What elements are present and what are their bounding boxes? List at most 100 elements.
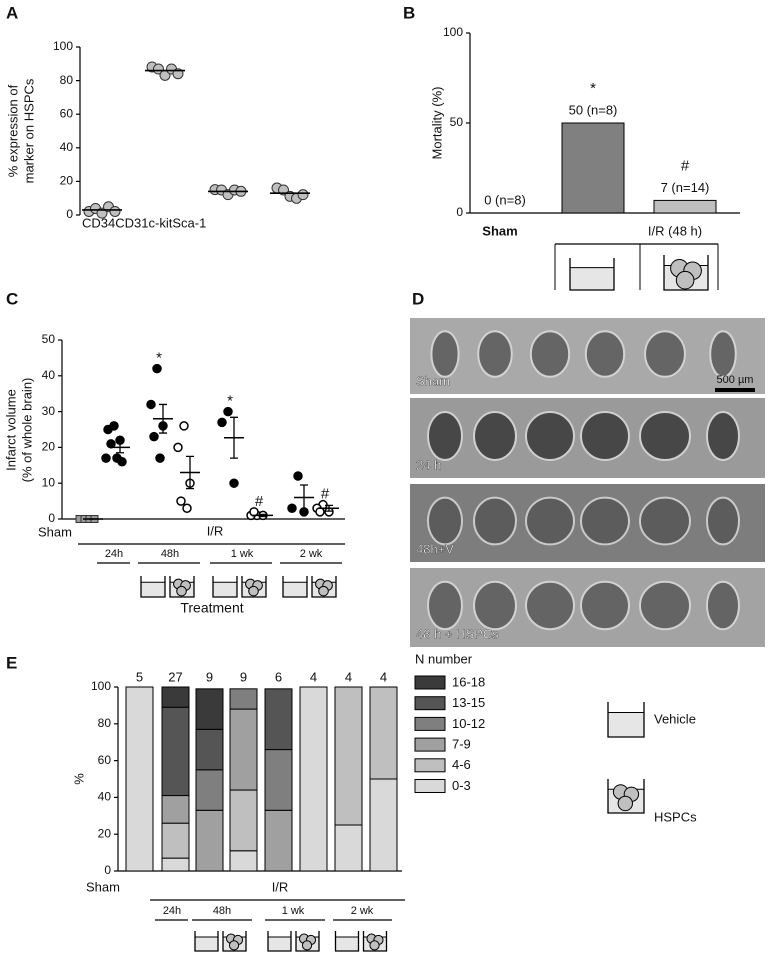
- group-label: I/R (48 h): [648, 223, 702, 238]
- y-tick-label: 50: [450, 115, 464, 129]
- data-point: [223, 406, 233, 417]
- bar-segment: [161, 686, 190, 708]
- y-tick-label: 20: [98, 826, 112, 840]
- x-tick-label: Sca-1: [172, 215, 206, 230]
- y-axis-label: Mortality (%): [429, 87, 444, 160]
- bar-segment: [229, 789, 258, 852]
- image-label: Sham: [416, 373, 450, 388]
- beaker-fill: [335, 937, 359, 951]
- data-point: [179, 421, 189, 431]
- bar-segment: [229, 708, 258, 791]
- y-tick-label: 40: [98, 790, 112, 804]
- panel-label: C: [6, 289, 18, 308]
- bar-segment: [264, 749, 293, 811]
- group-label: I/R: [272, 879, 289, 894]
- legend-label: HSPCs: [654, 809, 697, 824]
- beaker: [334, 931, 360, 952]
- y-tick-label: 100: [53, 39, 73, 53]
- x-tick-label: Sham: [482, 223, 517, 238]
- time-label: 1 wk: [282, 905, 305, 917]
- brain-slice: [525, 411, 575, 461]
- brain-slice: [473, 411, 517, 461]
- data-point: [176, 496, 186, 506]
- brain-slice: [473, 496, 517, 546]
- panel-label: D: [412, 289, 424, 308]
- beaker: [569, 258, 615, 291]
- y-axis-label: (% of whole brain): [19, 378, 34, 483]
- brain-slice: [430, 330, 460, 378]
- y-tick-label: 100: [91, 679, 111, 693]
- n-label: 5: [136, 669, 143, 684]
- y-axis-label: % expression of: [5, 84, 20, 177]
- image-label: 48 h + HSPCs: [416, 626, 499, 641]
- value-label: 7 (n=14): [661, 180, 710, 195]
- legend-label: 7-9: [452, 737, 471, 752]
- beaker: [607, 702, 645, 738]
- bar: [653, 199, 717, 214]
- panel-label: E: [6, 653, 17, 672]
- brain-slice: [580, 580, 630, 631]
- bar-segment: [161, 706, 190, 797]
- beaker: [295, 931, 320, 952]
- beaker: [140, 576, 166, 598]
- brain-slice: [709, 330, 737, 378]
- error-bar: [186, 455, 194, 490]
- beaker: [169, 576, 195, 598]
- data-point: [287, 503, 297, 514]
- data-point: [103, 424, 113, 435]
- bar-segment: [161, 857, 190, 872]
- panel-label: B: [403, 3, 415, 22]
- x-label: Sham: [86, 879, 120, 894]
- data-point: [109, 205, 121, 217]
- beaker-fill: [213, 582, 237, 597]
- beaker: [194, 931, 219, 952]
- legend-swatch: [414, 696, 446, 711]
- data-point: [106, 439, 116, 449]
- brain-slice: [427, 411, 463, 461]
- brain-slice: [706, 411, 740, 461]
- data-point: [117, 456, 127, 467]
- cell-icon: [176, 585, 187, 597]
- cell-icon: [228, 940, 240, 951]
- annotation: *: [590, 80, 596, 97]
- bar-segment: [264, 809, 293, 872]
- data-point: [146, 399, 156, 410]
- data-point: [297, 189, 309, 201]
- data-point: [153, 63, 164, 75]
- bar-segment: [334, 686, 363, 826]
- bar-segment: [161, 822, 190, 859]
- y-axis-label: Infarct volume: [3, 389, 18, 471]
- y-axis-label: %: [71, 773, 86, 785]
- legend-label: 16-18: [452, 674, 485, 689]
- x-axis-label: Treatment: [180, 600, 243, 616]
- y-tick-label: 80: [60, 73, 74, 87]
- data-point: [315, 507, 325, 517]
- beaker-fill: [141, 582, 165, 597]
- brain-slice: [706, 496, 740, 546]
- cell-icon: [675, 270, 695, 290]
- legend-label: Vehicle: [654, 711, 696, 726]
- y-tick-label: 0: [104, 863, 111, 877]
- beaker: [222, 931, 247, 952]
- bar-segment: [264, 688, 293, 751]
- bar-segment: [369, 686, 398, 780]
- error-bar: [230, 416, 238, 459]
- time-label: 24h: [105, 548, 123, 560]
- bar-segment: [195, 688, 224, 730]
- bar: [561, 122, 625, 214]
- y-tick-label: 60: [98, 753, 112, 767]
- bar-segment: [229, 688, 258, 710]
- legend-label: 13-15: [452, 695, 485, 710]
- y-tick-label: 30: [42, 404, 56, 418]
- error-bar: [325, 504, 333, 512]
- brain-slice: [639, 496, 691, 546]
- cell-icon: [369, 940, 380, 951]
- value-label: 0 (n=8): [484, 192, 526, 207]
- legend-swatch: [414, 737, 446, 752]
- n-label: 4: [345, 669, 352, 684]
- x-tick-label: c-kit: [149, 215, 173, 230]
- data-point: [217, 417, 227, 428]
- y-tick-label: 40: [60, 140, 74, 154]
- data-point: [101, 453, 111, 463]
- legend-swatch: [414, 779, 446, 793]
